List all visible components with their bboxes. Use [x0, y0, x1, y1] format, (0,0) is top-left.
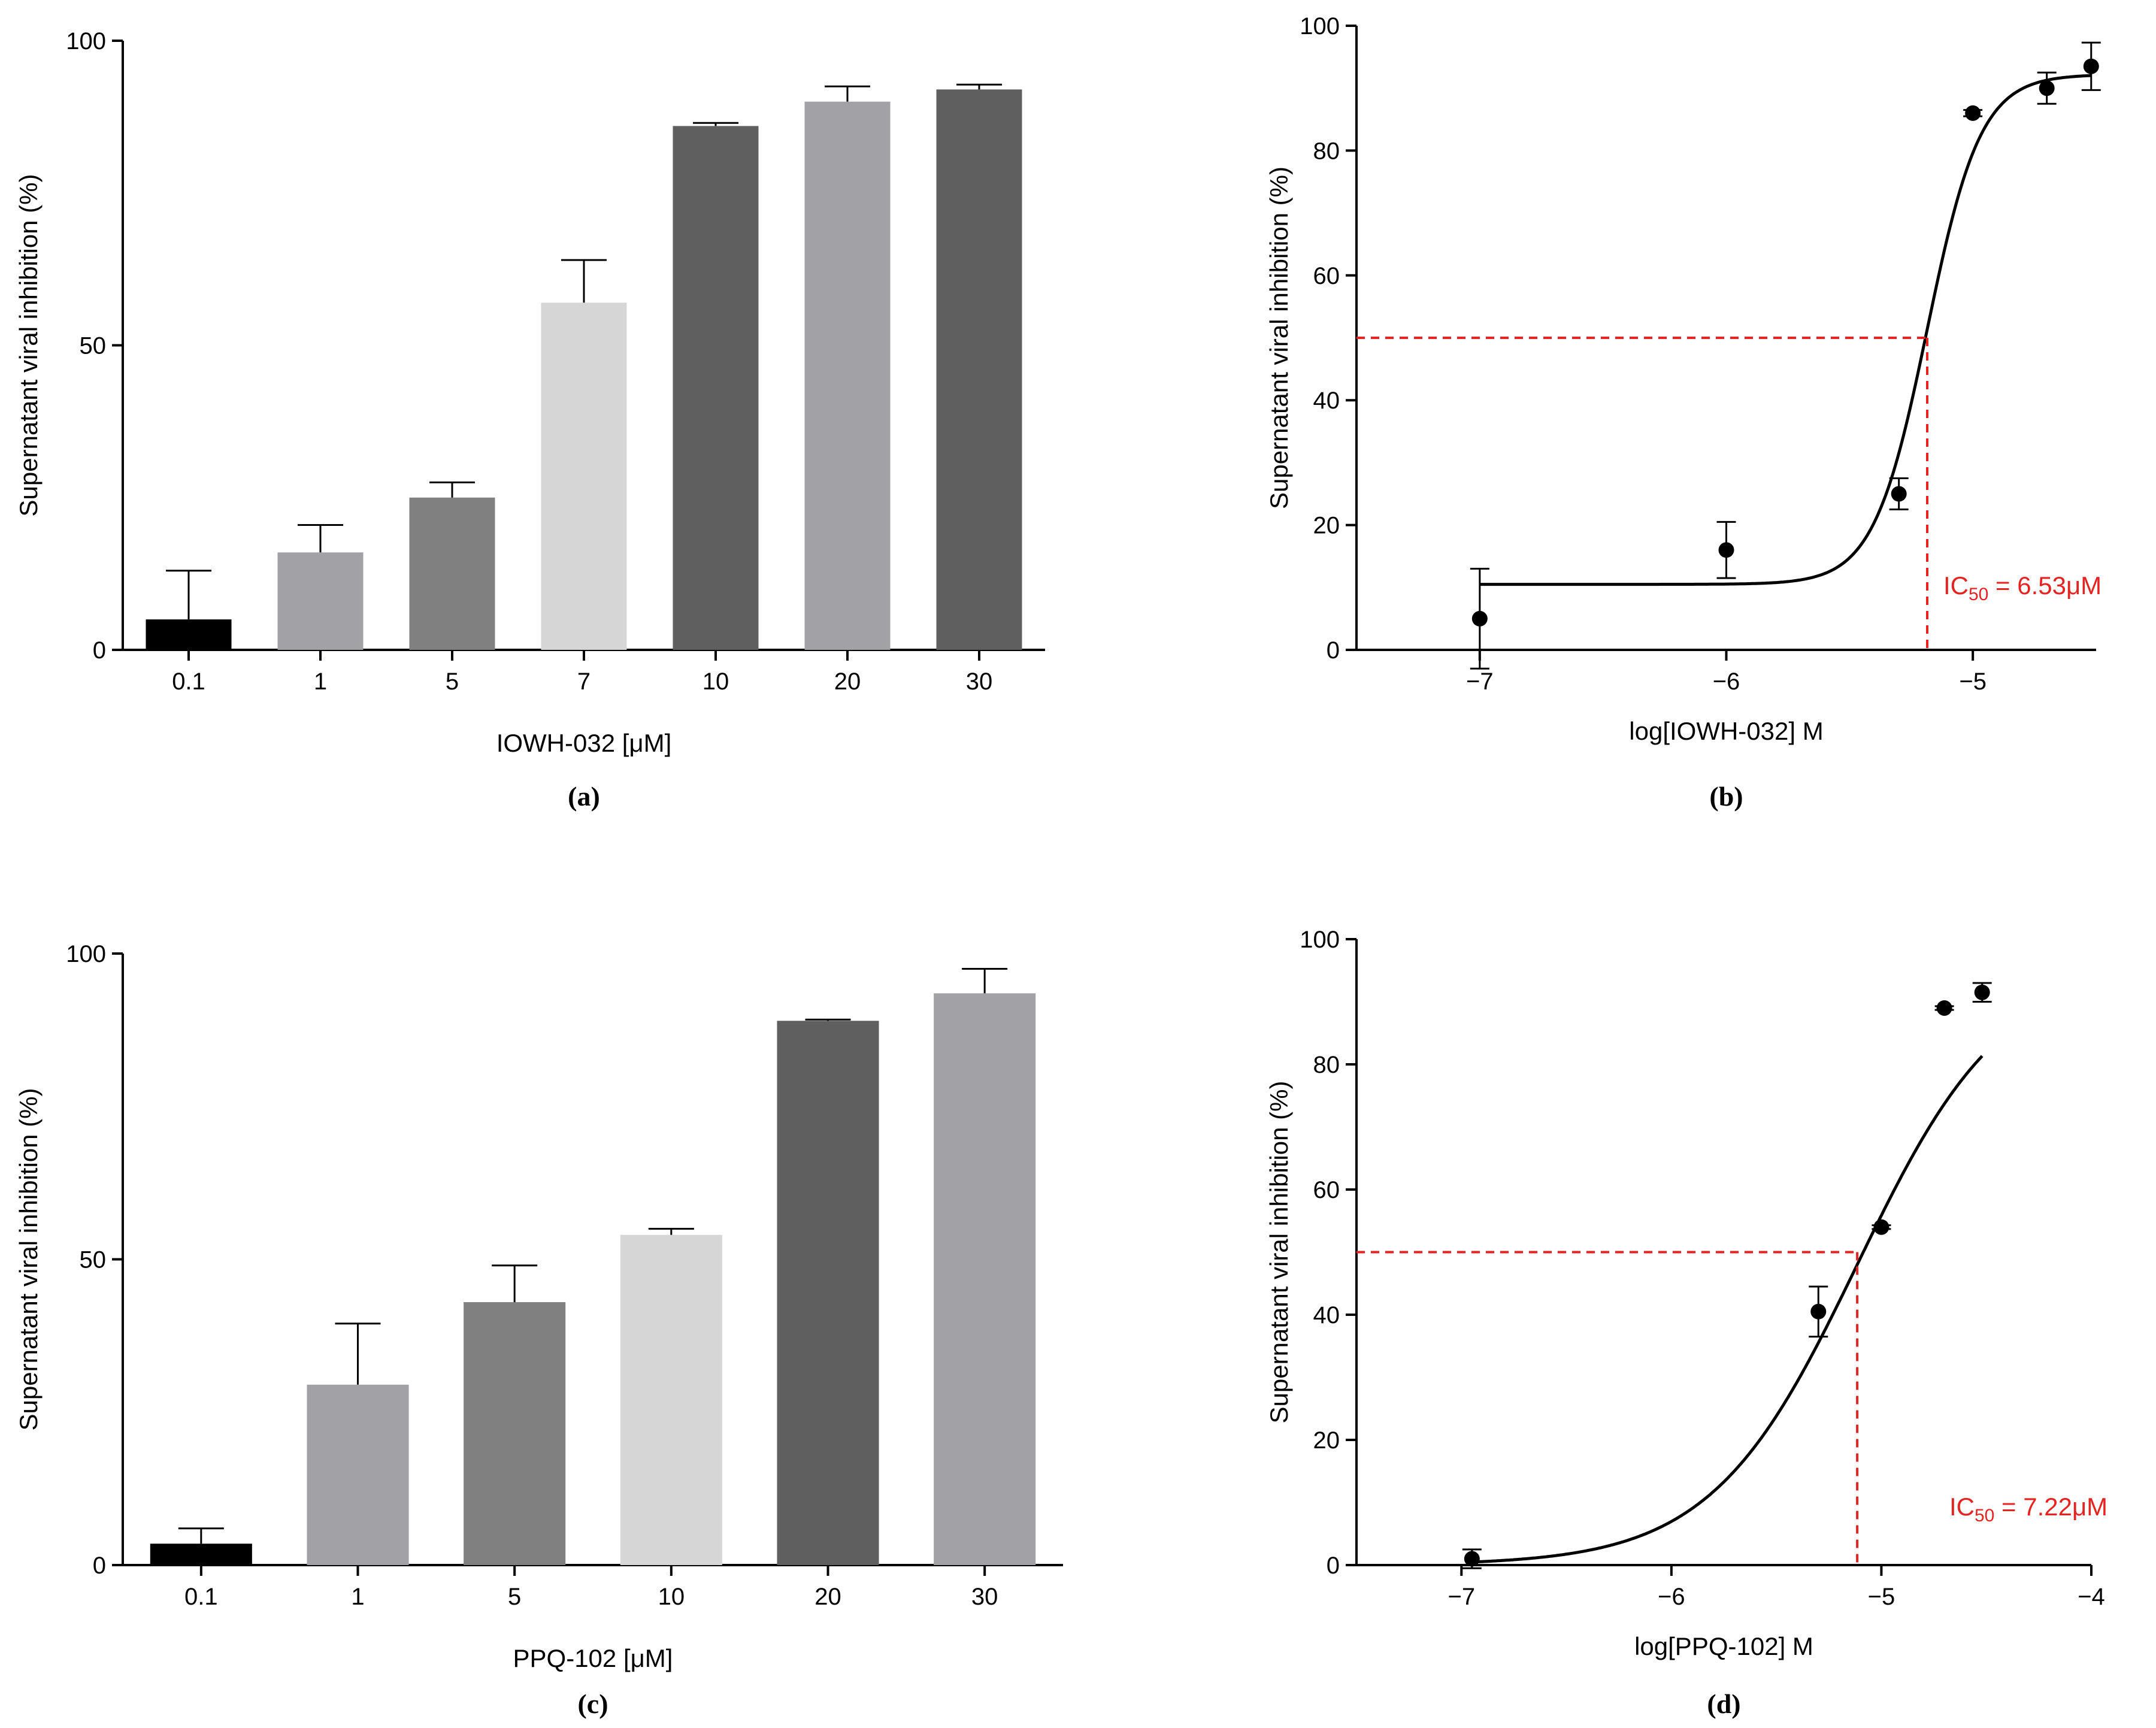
- x-tick-label: −5: [1959, 668, 1987, 695]
- data-point: [1936, 1000, 1952, 1016]
- panel-a-bar-chart: 0 50 100 0.1 1 5 7 10 20 30 IOWH-032 [μM] Supernata…: [14, 28, 1045, 812]
- y-tick-label: 40: [1313, 1302, 1340, 1328]
- panel-label: (d): [1707, 1688, 1740, 1719]
- x-axis-title: log[IOWH-032] M: [1629, 717, 1823, 745]
- data-point: [1873, 1219, 1889, 1235]
- y-tick-label: 60: [1313, 1177, 1340, 1203]
- data-point: [1810, 1303, 1827, 1320]
- y-tick-label: 100: [66, 941, 106, 967]
- bar: [307, 1384, 409, 1565]
- fit-curve: [1479, 74, 2091, 586]
- y-tick-label: 80: [1313, 138, 1340, 164]
- bar: [620, 1234, 722, 1565]
- x-tick-label: 20: [814, 1584, 841, 1610]
- y-tick-label: 100: [1300, 13, 1340, 40]
- y-tick-label: 80: [1313, 1052, 1340, 1078]
- x-tick-label: −6: [1713, 668, 1740, 695]
- y-axis-title: Supernatant viral inhibition (%): [1265, 1081, 1293, 1424]
- bar: [464, 1302, 566, 1565]
- ic50-label: IC50 = 7.22μM: [1949, 1493, 2107, 1526]
- x-tick-label: −4: [2078, 1584, 2105, 1610]
- bar: [934, 993, 1036, 1565]
- data-point: [2039, 80, 2055, 96]
- x-tick-label: −7: [1448, 1584, 1475, 1610]
- x-tick-label: 7: [577, 668, 591, 695]
- x-tick-label: 1: [314, 668, 327, 695]
- panel-label: (b): [1709, 781, 1743, 812]
- bar: [409, 497, 495, 650]
- y-tick-label: 100: [66, 28, 106, 55]
- y-tick-label: 20: [1313, 1427, 1340, 1454]
- data-point: [1471, 610, 1488, 627]
- x-tick-label: −6: [1658, 1584, 1685, 1610]
- ic50-label-prefix: IC: [1943, 571, 1969, 600]
- ic50-label-subscript: 50: [1969, 585, 1988, 604]
- x-tick-label: 0.1: [184, 1584, 218, 1610]
- data-point: [1965, 105, 1981, 121]
- x-axis-title: IOWH-032 [μM]: [496, 729, 672, 757]
- y-tick-label: 0: [93, 637, 106, 664]
- x-tick-label: 30: [966, 668, 993, 695]
- y-axis-title: Supernatant viral inhibition (%): [1265, 167, 1293, 509]
- panel-b-dose-response: 0 20 40 60 80 100 −7 −6 −5 IC50 = 6.53μM log[IOWH-…: [1265, 13, 2102, 812]
- ic50-label-value: = 7.22μM: [1994, 1493, 2107, 1521]
- x-tick-label: 10: [702, 668, 729, 695]
- bar: [673, 126, 759, 650]
- x-tick-label: 10: [658, 1584, 685, 1610]
- x-tick-label: 1: [351, 1584, 364, 1610]
- ic50-label-value: = 6.53μM: [1988, 571, 2102, 600]
- data-point: [1974, 984, 1990, 1000]
- ic50-label: IC50 = 6.53μM: [1943, 571, 2102, 604]
- x-axis-title: PPQ-102 [μM]: [513, 1644, 673, 1672]
- x-axis-title: log[PPQ-102] M: [1634, 1632, 1813, 1660]
- bar: [777, 1021, 879, 1565]
- ic50-label-prefix: IC: [1949, 1493, 1975, 1521]
- y-tick-label: 50: [80, 1247, 107, 1273]
- bar: [804, 101, 891, 650]
- x-tick-label: 30: [971, 1584, 998, 1610]
- y-tick-label: 100: [1300, 927, 1340, 953]
- bar: [150, 1544, 252, 1565]
- panel-c-bar-chart: 0 50 100 0.1 1 5 10 20 30 PPQ-102 [μM] Supernatant…: [14, 941, 1063, 1719]
- x-tick-label: 5: [446, 668, 459, 695]
- y-tick-label: 0: [1327, 1553, 1340, 1579]
- panel-label: (a): [568, 781, 600, 812]
- ic50-label-subscript: 50: [1975, 1506, 1994, 1526]
- y-tick-label: 60: [1313, 263, 1340, 289]
- y-tick-label: 50: [80, 333, 107, 359]
- y-axis-title: Supernatant viral inhibition (%): [14, 1088, 43, 1431]
- bar: [936, 89, 1022, 650]
- data-point: [1464, 1551, 1480, 1567]
- y-axis-title: Supernatant viral inhibition (%): [14, 174, 43, 517]
- x-tick-label: 0.1: [172, 668, 205, 695]
- y-tick-label: 20: [1313, 513, 1340, 539]
- x-tick-label: 5: [508, 1584, 521, 1610]
- x-tick-label: 20: [834, 668, 861, 695]
- bar: [146, 619, 232, 650]
- data-point: [2083, 58, 2099, 74]
- x-tick-label: −5: [1868, 1584, 1895, 1610]
- data-point: [1891, 486, 1907, 502]
- y-tick-label: 0: [93, 1553, 106, 1579]
- y-tick-label: 0: [1327, 637, 1340, 664]
- x-tick-label: −7: [1466, 668, 1494, 695]
- bar: [541, 302, 627, 650]
- bar: [277, 552, 364, 650]
- data-point: [1718, 542, 1734, 558]
- panel-d-dose-response: 0 20 40 60 80 100 −7 −6 −5 −4 IC50 = 7.22μM log[PPQ…: [1265, 927, 2107, 1719]
- panel-label: (c): [577, 1688, 608, 1719]
- y-tick-label: 40: [1313, 388, 1340, 414]
- fit-curve: [1471, 1055, 1984, 1564]
